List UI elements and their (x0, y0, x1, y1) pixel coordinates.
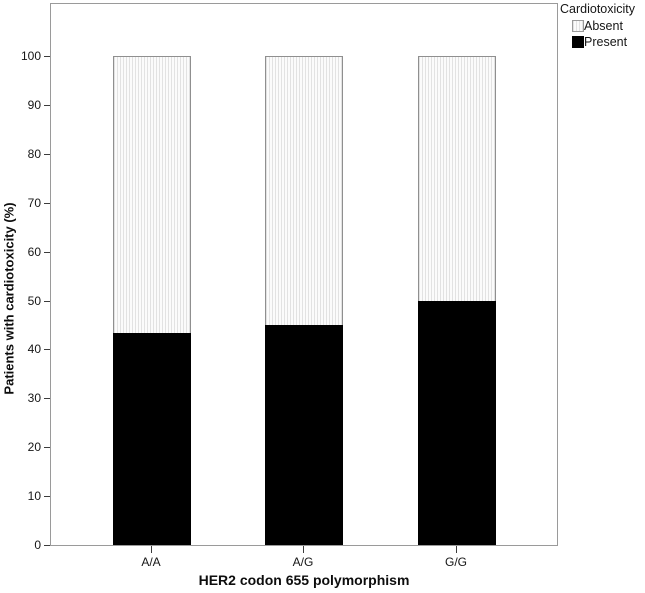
legend-title: Cardiotoxicity (560, 2, 636, 16)
legend: Cardiotoxicity Absent Present (560, 2, 644, 51)
y-axis-title: Patients with cardiotoxicity (%) (1, 202, 17, 395)
x-axis-title: HER2 codon 655 polymorphism (198, 572, 410, 588)
y-tick-mark (44, 154, 50, 155)
y-tick-label: 70 (27, 196, 41, 210)
y-tick-mark (44, 398, 50, 399)
bar-segment-present (113, 333, 191, 545)
y-tick-label: 30 (27, 391, 41, 405)
bar-segment-absent (113, 56, 191, 333)
bar-A-A (113, 56, 191, 545)
y-tick-mark (44, 252, 50, 253)
absent-swatch-icon (572, 20, 584, 32)
legend-label: Present (584, 35, 628, 49)
y-tick-mark (44, 545, 50, 546)
bar-segment-present (418, 301, 496, 545)
bar-G-G (418, 56, 496, 545)
y-tick-label: 20 (27, 440, 41, 454)
present-swatch-icon (572, 36, 584, 48)
y-tick-mark (44, 349, 50, 350)
y-tick-mark (44, 203, 50, 204)
y-tick-label: 80 (27, 147, 41, 161)
bar-A-G (265, 56, 343, 545)
legend-items: Absent Present (560, 19, 644, 49)
legend-item-absent: Absent (572, 19, 644, 33)
x-tick-mark (151, 546, 152, 553)
legend-label: Absent (584, 19, 623, 33)
y-tick-mark (44, 447, 50, 448)
x-tick-label: A/A (141, 555, 161, 569)
y-tick-label: 0 (34, 538, 41, 552)
x-tick-mark (303, 546, 304, 553)
y-tick-mark (44, 301, 50, 302)
y-tick-label: 10 (27, 489, 41, 503)
plot-area (50, 3, 558, 546)
bar-segment-present (265, 325, 343, 545)
y-tick-label: 60 (27, 245, 41, 259)
x-tick-mark (456, 546, 457, 553)
y-tick-label: 40 (27, 342, 41, 356)
legend-item-present: Present (572, 35, 644, 49)
y-tick-mark (44, 56, 50, 57)
y-tick-label: 50 (27, 294, 41, 308)
y-tick-label: 100 (20, 49, 41, 63)
x-tick-label: G/G (444, 555, 467, 569)
y-tick-mark (44, 496, 50, 497)
bar-segment-absent (418, 56, 496, 301)
bar-segment-absent (265, 56, 343, 325)
y-tick-label: 90 (27, 98, 41, 112)
y-tick-mark (44, 105, 50, 106)
x-tick-label: A/G (292, 555, 314, 569)
